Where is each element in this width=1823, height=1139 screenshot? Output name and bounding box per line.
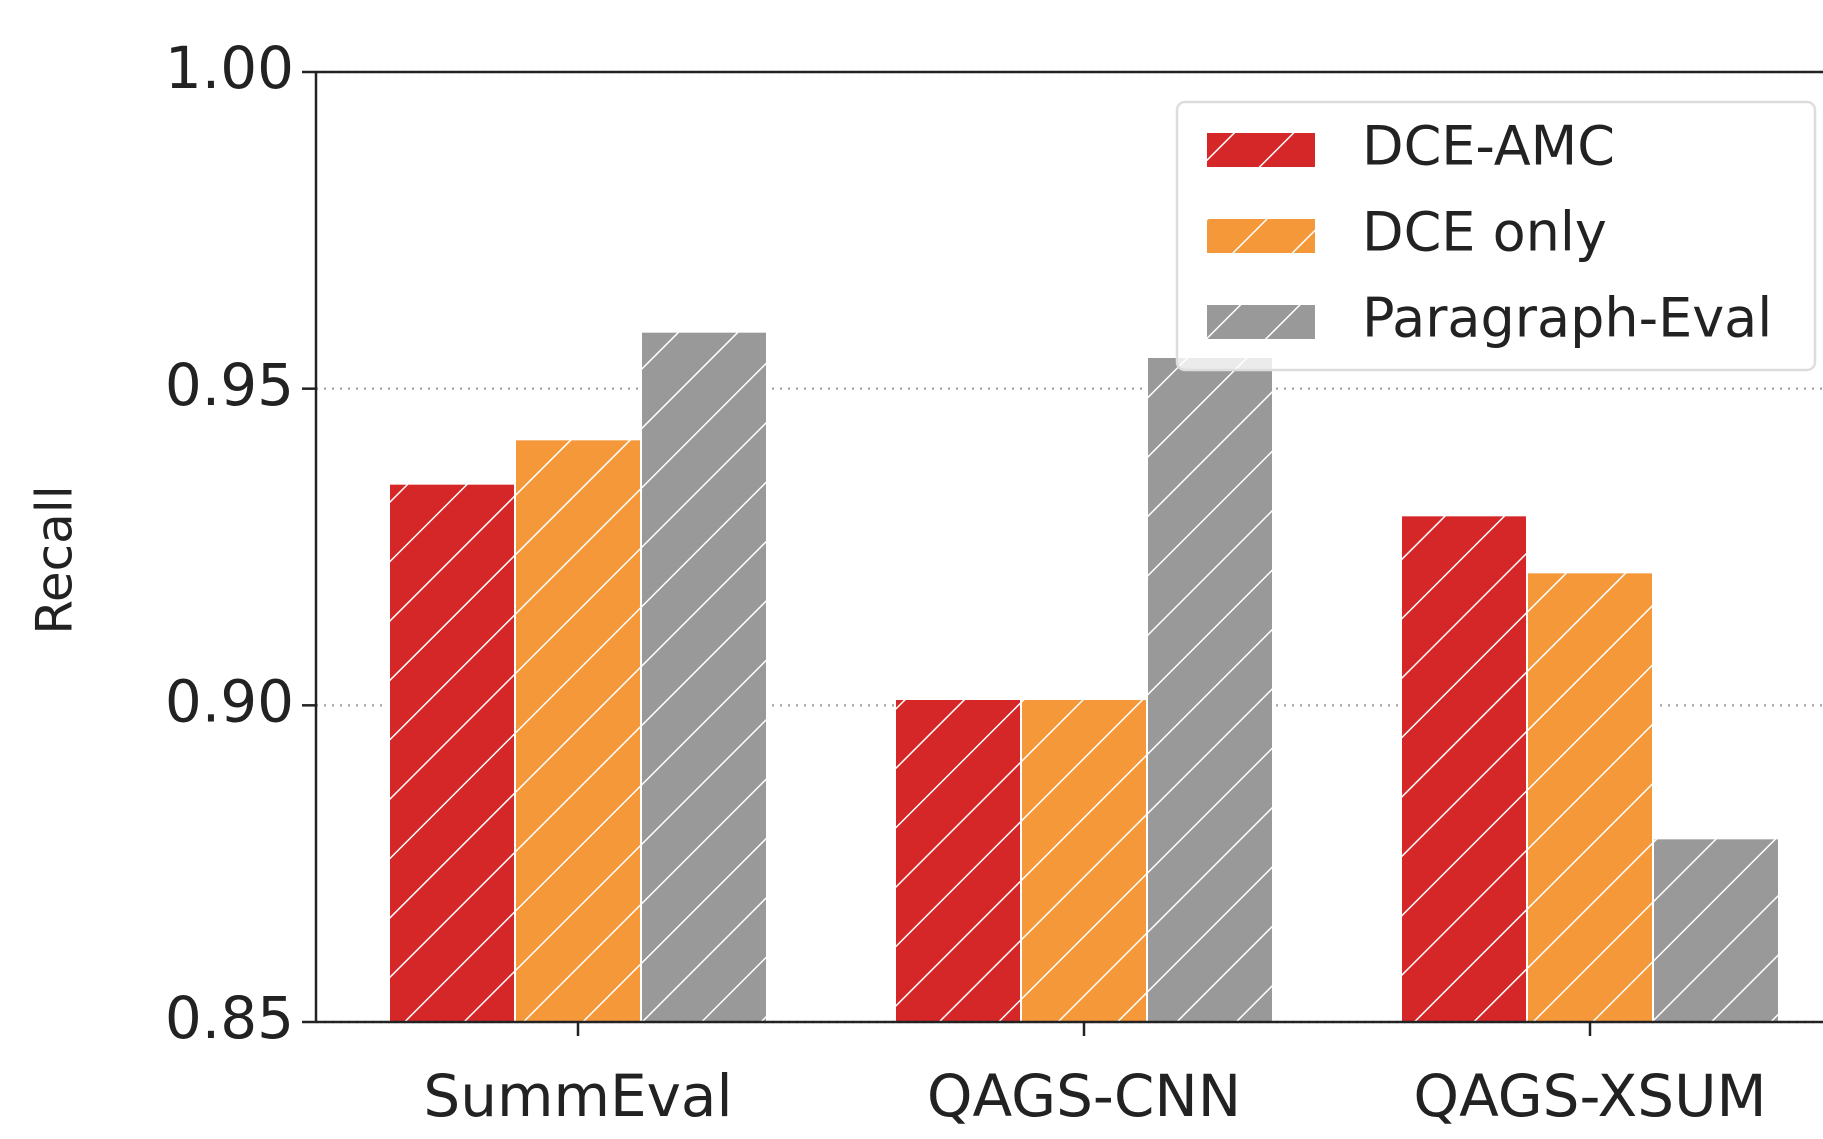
bar-hatch (1527, 572, 1653, 1022)
legend-swatch-hatch (1207, 219, 1315, 253)
y-axis-label: Recall (26, 485, 84, 634)
bar-hatch (1147, 357, 1273, 1022)
y-tick-label: 0.85 (165, 984, 294, 1052)
bar-hatch (1401, 515, 1527, 1022)
bar-hatch (389, 483, 515, 1023)
x-tick-label: QAGS-XSUM (1413, 1062, 1766, 1130)
bar-hatch (1021, 699, 1147, 1022)
legend-swatch-hatch (1207, 305, 1315, 339)
bar-group (894, 698, 1022, 1023)
bar-group (1400, 514, 1528, 1023)
y-tick-label: 0.95 (165, 351, 294, 419)
legend-swatch-hatch (1207, 133, 1315, 167)
bar-group (1146, 356, 1274, 1023)
legend-label: Paragraph-Eval (1362, 287, 1772, 350)
legend-box (1175, 100, 1817, 372)
bar-group (640, 330, 768, 1023)
y-tick-label: 0.90 (165, 667, 294, 735)
bar-hatch (515, 439, 641, 1022)
bar-hatch (895, 699, 1021, 1022)
x-tick-label: QAGS-CNN (927, 1062, 1241, 1130)
bar-hatch (1653, 838, 1779, 1022)
x-tick-label: SummEval (423, 1062, 732, 1130)
legend-label: DCE-AMC (1362, 115, 1615, 178)
legend-label: DCE only (1362, 201, 1607, 264)
y-tick-label: 1.00 (165, 34, 294, 102)
bar-group (1020, 698, 1148, 1023)
bar-hatch (641, 331, 767, 1023)
bar-group (514, 438, 642, 1024)
bar-group (388, 482, 516, 1023)
bar-group (1652, 837, 1780, 1023)
bar-group (1526, 571, 1654, 1023)
